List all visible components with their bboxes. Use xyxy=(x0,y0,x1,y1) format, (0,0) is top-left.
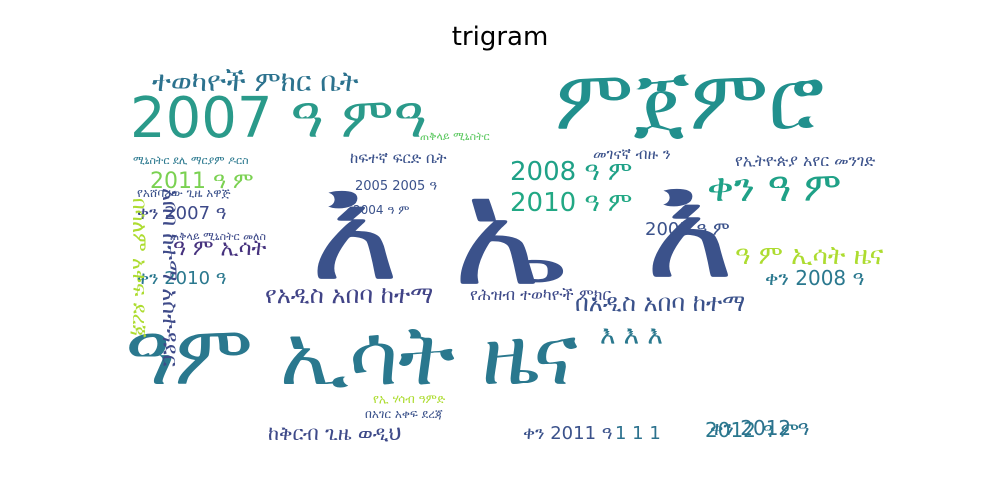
word-cloud: 2007 ዓ ምዓ ምጀምሮ ተወካዮች ምክር ቤት እ ኤ እ ዓም ኢሳት ዜና ቀን … xyxy=(125,63,901,450)
cloud-word: በሳለም አቀፍ ደረጃ xyxy=(128,198,152,338)
cloud-word: በአዲስ አበባ ከተማ xyxy=(575,289,746,317)
cloud-word: ተወካዮች ምክር ቤት xyxy=(152,65,359,98)
cloud-word: ቀን 2012 ዓ xyxy=(710,416,810,440)
cloud-word: ኤ xyxy=(453,146,567,320)
cloud-word: ሚኒስትር ደሊ ማርያም ዶርስ xyxy=(133,154,249,167)
cloud-word: እ እ እ xyxy=(600,321,663,351)
cloud-word: 2005 2005 ዓ xyxy=(355,179,438,194)
cloud-word: 2007 ዓ ምዓ xyxy=(130,86,427,151)
cloud-word: ቀን 2008 ዓ xyxy=(765,266,865,290)
cloud-word: ዓ ም ኢሳት ዜና xyxy=(735,241,884,271)
cloud-word: የአዲስ አበባ ከተማ xyxy=(265,281,434,309)
cloud-word: ቀን 2011 ዓ xyxy=(523,423,613,444)
cloud-word: አበባ ከተማ አስተዳደር xyxy=(157,188,182,367)
cloud-word: የኢ ሃሳብ ዓምድ xyxy=(373,392,446,406)
cloud-word: ቀን 2010 ዓ xyxy=(137,268,227,289)
cloud-word: በአገር አቀፍ ደረጃ xyxy=(365,407,443,421)
cloud-word: 1 1 1 xyxy=(615,423,661,444)
cloud-word: ከቅርብ ጊዜ ወዲህ xyxy=(268,421,402,445)
cloud-word: መገናኛ ብዙ ን xyxy=(593,145,671,163)
cloud-word: 2011 ዓ ም xyxy=(150,169,254,194)
cloud-word: የኢትዮጵያ አየር መንገድ xyxy=(735,151,876,170)
cloud-word: 2012 ዓ ም xyxy=(705,418,800,442)
cloud-word: ከፍተኛ ፍርድ ቤት xyxy=(350,149,447,167)
cloud-word: እ xyxy=(645,139,734,313)
cloud-word: 2004 ዓ ም xyxy=(353,203,410,217)
cloud-word: ጠቅላይ ሚኒስትር መለስ xyxy=(170,230,266,243)
cloud-word: 2008 ዓ ም xyxy=(510,157,633,187)
chart-title: trigram xyxy=(451,22,549,52)
cloud-word: ምጀምሮ xyxy=(555,63,825,149)
cloud-word: 2005 ዓ ም xyxy=(645,219,730,240)
cloud-word: ቀን 2007 ዓ xyxy=(137,203,227,224)
cloud-word: እ xyxy=(310,141,399,315)
cloud-word: ጠቅላይ ሚኒስትር xyxy=(420,130,490,143)
cloud-word: የአሸባሪው ጊዜ አዋጅ xyxy=(137,186,231,200)
cloud-word: ቀን ዓ ም xyxy=(707,165,842,211)
cloud-word: 2010 ዓ ም xyxy=(510,188,633,218)
cloud-word: የሕዝብ ተወካዮች ምክር xyxy=(470,285,612,304)
cloud-word: ዓም ኢሳት ዜና xyxy=(125,306,578,404)
cloud-word: ዓ ም ኢሳት xyxy=(173,236,267,261)
